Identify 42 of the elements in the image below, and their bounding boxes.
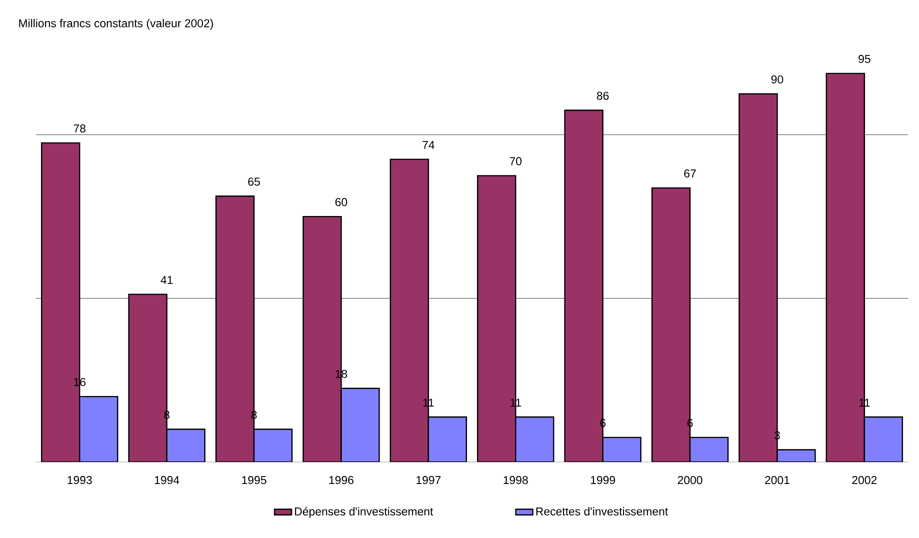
x-tick-label: 2001 (765, 476, 790, 484)
bar (166, 428, 206, 462)
bar (340, 388, 380, 462)
x-tick-label: 1996 (329, 476, 354, 484)
data-label: 60 (335, 198, 348, 206)
data-label: 41 (160, 276, 173, 284)
x-tick-label: 1998 (504, 476, 528, 484)
bar (738, 93, 778, 462)
data-label: 16 (74, 378, 86, 386)
data-label: 18 (336, 370, 348, 378)
y-axis-title: Millions francs constants (valeur 2002) (19, 18, 213, 30)
x-tick-label: 2000 (678, 476, 702, 484)
bar (864, 416, 904, 462)
x-tick-label: 1994 (154, 476, 180, 484)
data-label: 95 (858, 54, 870, 64)
x-tick-label: 1999 (590, 476, 616, 484)
bar (515, 416, 554, 462)
data-label: 86 (596, 92, 609, 100)
bar (602, 436, 642, 462)
bar (689, 436, 729, 462)
x-tick-label: 1993 (68, 476, 92, 484)
data-label: 67 (684, 169, 696, 178)
bar (215, 196, 255, 462)
data-label: 11 (859, 398, 870, 407)
bar (253, 428, 293, 462)
data-label: 74 (422, 141, 434, 149)
data-label: 11 (510, 398, 521, 407)
bar (79, 396, 118, 462)
data-label: 65 (248, 178, 260, 186)
bar (428, 416, 468, 462)
bar (128, 294, 168, 462)
legend-label: Recettes d'investissement (536, 507, 668, 516)
legend-label: Dépenses d'investissement (295, 506, 434, 518)
x-tick-label: 2002 (852, 476, 877, 484)
data-label: 11 (423, 398, 434, 407)
data-label: 70 (510, 157, 522, 166)
bar (564, 110, 604, 462)
x-tick-label: 1997 (416, 476, 441, 484)
data-label: 78 (74, 124, 86, 133)
x-tick-label: 1995 (242, 476, 266, 484)
bar (651, 187, 691, 462)
data-label: 90 (771, 75, 784, 84)
